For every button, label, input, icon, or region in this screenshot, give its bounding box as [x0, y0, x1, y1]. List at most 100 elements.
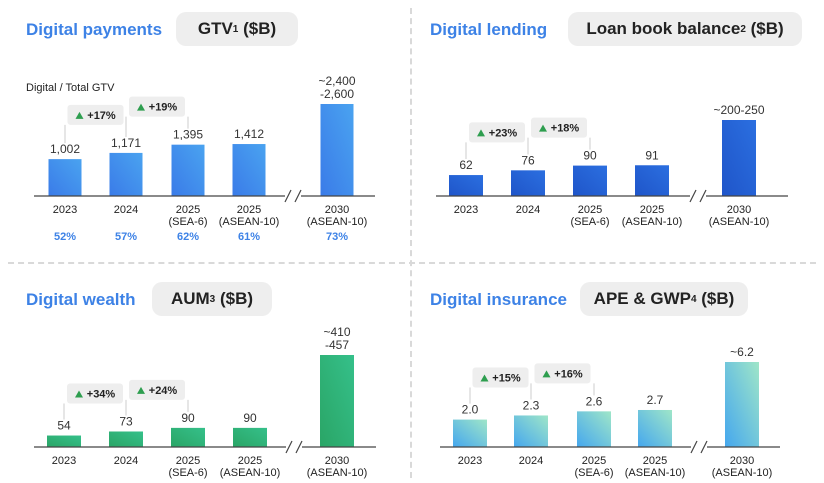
bar: [233, 427, 267, 447]
data-label: ~200-250: [713, 103, 764, 117]
panel-digital-lending: Digital lending Loan book balance 2 ($B) …: [412, 0, 824, 262]
growth-callout: +17%: [64, 104, 127, 144]
growth-callout-box: [129, 96, 185, 117]
bar: [635, 165, 669, 196]
metric-name: GTV: [197, 19, 233, 38]
digital-share-label: 57%: [115, 231, 137, 243]
axis-break-mark: [285, 440, 293, 454]
axis-break-mark: [699, 189, 707, 203]
bar: [453, 419, 487, 447]
category-label: 2025 (SEA-6): [574, 455, 613, 479]
data-label: 54: [57, 419, 71, 433]
growth-label: +18%: [551, 123, 580, 135]
category-label: 2023: [52, 455, 76, 467]
growth-callout: +34%: [63, 383, 127, 420]
growth-callout-box: [534, 363, 591, 384]
footnote-marker: 2: [740, 23, 746, 35]
up-arrow-icon: [75, 390, 83, 398]
axis-break-mark: [690, 440, 698, 454]
data-label: 2.0: [462, 403, 479, 417]
panel-digital-insurance: Digital insurance APE & GWP 4 ($B) 2.0 2.3…: [412, 264, 824, 483]
footnote-marker: 4: [690, 293, 697, 305]
up-arrow-icon: [137, 103, 145, 111]
metric-label: AUM 3 ($B): [152, 282, 272, 316]
axis-break-mark: [700, 440, 708, 454]
metric-unit: ($B): [243, 19, 277, 38]
metric-unit: ($B): [219, 289, 254, 308]
metric-name: AUM: [170, 289, 210, 308]
category-label: 2025 (ASEAN-10): [625, 455, 686, 479]
data-label: 2.6: [586, 394, 603, 408]
up-arrow-icon: [542, 370, 551, 378]
panel-title: Digital insurance: [430, 290, 567, 309]
growth-callout-box: [129, 379, 185, 400]
metric-name: Loan book balance: [586, 19, 741, 38]
vertical-divider: [410, 8, 412, 478]
bar: [320, 104, 354, 196]
bar-chart-loan-book: 62 76 90 91 ~200-250 2023 2024 2025 (SEA-6) 2025(…: [436, 103, 788, 228]
growth-callout-box: [531, 117, 587, 138]
metric-label: APE & GWP 4 ($B): [580, 282, 748, 316]
data-label: 62: [459, 158, 473, 172]
bar-chart-ape-gwp: 2.0 2.3 2.6 2.7 ~6.2 2023 2024 2025 (SEA-6) 2025(…: [440, 345, 780, 479]
category-label: 2023: [454, 204, 478, 216]
category-label: 2030 (ASEAN-10): [709, 204, 770, 228]
category-label: 2025 (ASEAN-10): [219, 204, 280, 228]
data-label: 76: [521, 153, 535, 167]
footnote-marker: 1: [232, 23, 239, 35]
footnote-marker: 3: [209, 293, 216, 305]
data-label: 91: [645, 148, 659, 162]
category-label: 2030 (ASEAN-10): [307, 455, 368, 479]
category-label: 2023: [53, 204, 77, 216]
axis-break-mark: [294, 189, 302, 203]
category-label: 2025 (ASEAN-10): [220, 455, 281, 479]
bar: [47, 435, 81, 447]
growth-label: +15%: [492, 372, 521, 384]
horizontal-divider: [8, 262, 816, 264]
bar: [109, 431, 143, 447]
growth-callout: +24%: [125, 379, 189, 416]
panel-digital-wealth: Digital wealth AUM 3 ($B) 54 73 90 90 ~410 -45…: [0, 264, 410, 483]
category-label: 2024: [114, 204, 138, 216]
data-label: 1,412: [234, 127, 264, 141]
data-label: 90: [583, 149, 597, 163]
growth-label: +34%: [87, 388, 116, 400]
category-label: 2024: [516, 204, 540, 216]
axis-break-mark: [689, 189, 697, 203]
metric-label: GTV 1 ($B): [176, 12, 298, 46]
panel-title: Digital payments: [26, 20, 163, 39]
growth-callout-box: [67, 104, 124, 125]
data-label: ~410 -457: [323, 325, 350, 352]
data-label: 1,395: [173, 128, 203, 142]
up-arrow-icon: [480, 374, 489, 382]
growth-callout: +19%: [125, 96, 189, 137]
data-label: 1,002: [50, 142, 80, 156]
growth-callout: +15%: [469, 367, 532, 404]
bar-chart-gtv: 1,002 1,171 1,395 1,412 ~2,400 -2,600 2023 2024…: [34, 74, 375, 243]
category-label: 2025 (SEA-6): [168, 455, 207, 479]
category-label: 2024: [519, 455, 543, 467]
data-label: 90: [181, 411, 195, 425]
bar: [514, 415, 548, 447]
data-label: 2.3: [523, 398, 540, 412]
metric-unit: ($B): [701, 289, 735, 308]
data-label: 1,171: [111, 136, 141, 150]
up-arrow-icon: [137, 386, 145, 394]
growth-callout: +23%: [465, 122, 529, 160]
up-arrow-icon: [539, 124, 547, 132]
panel-digital-payments: Digital payments GTV 1 ($B) Digital / Tot…: [0, 0, 410, 262]
bar: [109, 152, 143, 196]
bar: [232, 144, 266, 196]
bar: [171, 144, 205, 196]
digital-share-label: 52%: [54, 231, 76, 243]
bar: [48, 159, 82, 196]
growth-label: +19%: [149, 102, 178, 114]
data-label: 73: [119, 414, 133, 428]
metric-unit: ($B): [750, 19, 784, 38]
panel-title: Digital lending: [430, 20, 548, 39]
metric-label: Loan book balance 2 ($B): [568, 12, 802, 46]
data-label: ~6.2: [730, 345, 754, 359]
growth-callout-box: [67, 383, 123, 404]
chart-sublabel: Digital / Total GTV: [26, 82, 115, 94]
up-arrow-icon: [477, 129, 485, 137]
